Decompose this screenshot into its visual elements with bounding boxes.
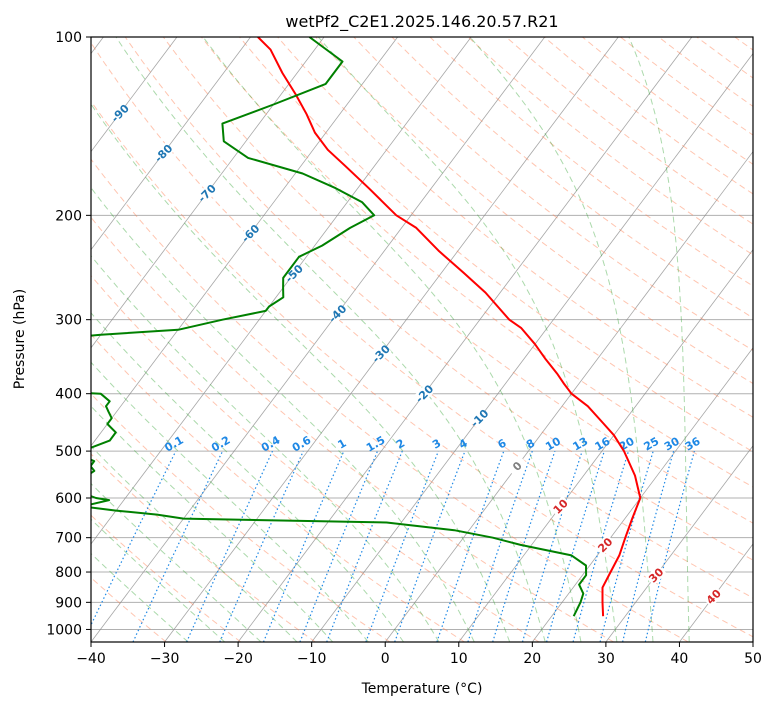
dry-adiabat-line [11, 37, 688, 642]
isotherm-label: 40 [704, 587, 724, 607]
isotherm-line [17, 37, 471, 642]
x-tick-label: −10 [297, 651, 327, 667]
dry-adiabat-line [87, 37, 775, 642]
mixing-ratio-line [327, 451, 403, 642]
x-tick-label: 20 [523, 651, 541, 667]
plot-frame [91, 37, 753, 642]
x-tick-label: 50 [744, 651, 762, 667]
isotherm-line [753, 37, 775, 642]
moist-adiabat-line [116, 37, 545, 642]
isotherm-label: 10 [551, 497, 571, 517]
y-tick-label: 400 [55, 387, 82, 403]
isotherm-label: -40 [326, 302, 349, 325]
isotherm-line [312, 37, 766, 642]
isotherm-label: -10 [468, 407, 491, 430]
mixing-ratio-line [366, 451, 439, 642]
moist-adiabat-line [0, 37, 333, 642]
mixing-ratio-label: 6 [495, 436, 508, 451]
y-tick-label: 800 [55, 565, 82, 581]
dry-adiabat-line [240, 37, 775, 642]
isotherm-line [385, 37, 775, 642]
x-tick-label: −40 [76, 651, 106, 667]
isotherm-line [0, 37, 398, 642]
isotherm-label: -100 [62, 59, 91, 88]
moist-adiabat-line [0, 37, 188, 642]
mixing-ratio-line [220, 451, 303, 642]
dry-adiabat-line [49, 37, 763, 642]
y-tick-label: 500 [55, 444, 82, 460]
dry-adiabat-line [0, 37, 315, 642]
isotherm-label: -30 [370, 342, 393, 365]
mixing-ratio-label: 4 [457, 436, 470, 451]
isotherm-line [606, 37, 775, 642]
dry-adiabat-line [544, 37, 775, 642]
x-axis-label: Temperature (°C) [361, 681, 483, 697]
x-tick-label: −30 [150, 651, 180, 667]
dry-adiabat-line [0, 37, 539, 642]
moist-adiabat-line [629, 37, 689, 642]
dry-adiabat-line [735, 37, 775, 642]
dewpoint-profile-line [0, 37, 586, 616]
mixing-ratio-line [395, 451, 465, 642]
isotherm-line [91, 37, 545, 642]
y-tick-label: 600 [55, 491, 82, 507]
dry-adiabat-line [201, 37, 775, 642]
dry-adiabat-line [0, 37, 241, 642]
isotherm-label: -90 [109, 102, 132, 125]
y-axis-label: Pressure (hPa) [12, 289, 28, 389]
y-tick-label: 300 [55, 313, 82, 329]
y-tick-label: 200 [55, 208, 82, 224]
moist-adiabat-line [0, 37, 439, 642]
x-tick-label: 40 [670, 651, 688, 667]
label-halo [66, 62, 87, 83]
x-tick-label: 0 [381, 651, 390, 667]
isotherm-line [238, 37, 692, 642]
mixing-ratio-line [83, 451, 176, 642]
isotherm-line [532, 37, 775, 642]
dry-adiabat-line [163, 37, 775, 642]
isotherm-label: 30 [646, 565, 666, 585]
dry-adiabat-line [582, 37, 775, 642]
isotherm-label: -60 [239, 222, 262, 245]
isotherm-label: -80 [152, 142, 175, 165]
moist-adiabat-line [0, 37, 225, 642]
dry-adiabat-line [316, 37, 775, 642]
mixing-ratio-line [133, 451, 223, 642]
y-tick-label: 900 [55, 595, 82, 611]
background-lines [0, 37, 775, 642]
moist-adiabat-line [203, 37, 581, 642]
y-tick-label: 100 [55, 30, 82, 46]
mixing-ratio-label: 1 [335, 437, 348, 452]
mixing-ratio-label: 8 [524, 437, 537, 452]
isotherm-line [459, 37, 775, 642]
dry-adiabat-line [0, 37, 614, 642]
dry-adiabat-line [354, 37, 775, 642]
x-tick-label: 10 [450, 651, 468, 667]
x-ticks: −40 −30 −20 −10 0 10 20 30 40 50 [76, 642, 762, 667]
profile-series [0, 37, 640, 616]
mixing-ratio-line [623, 451, 674, 642]
mixing-ratio-label: 3 [430, 437, 443, 452]
isotherm-label: -20 [413, 382, 436, 405]
dry-adiabat-line [392, 37, 775, 642]
dry-adiabat-line [0, 37, 390, 642]
dry-adiabat-line [659, 37, 775, 642]
y-tick-label: 700 [55, 531, 82, 547]
x-tick-label: 30 [597, 651, 615, 667]
mixing-ratio-line [264, 451, 344, 642]
y-ticks: 100 200 300 400 500 600 700 800 900 1000 [46, 30, 91, 638]
chart-title: wetPf2_C2E1.2025.146.20.57.R21 [285, 12, 558, 32]
mixing-ratio-label: 2 [394, 437, 407, 452]
y-tick-label: 1000 [46, 622, 82, 638]
x-tick-label: −20 [223, 651, 253, 667]
isotherm-line [679, 37, 775, 642]
